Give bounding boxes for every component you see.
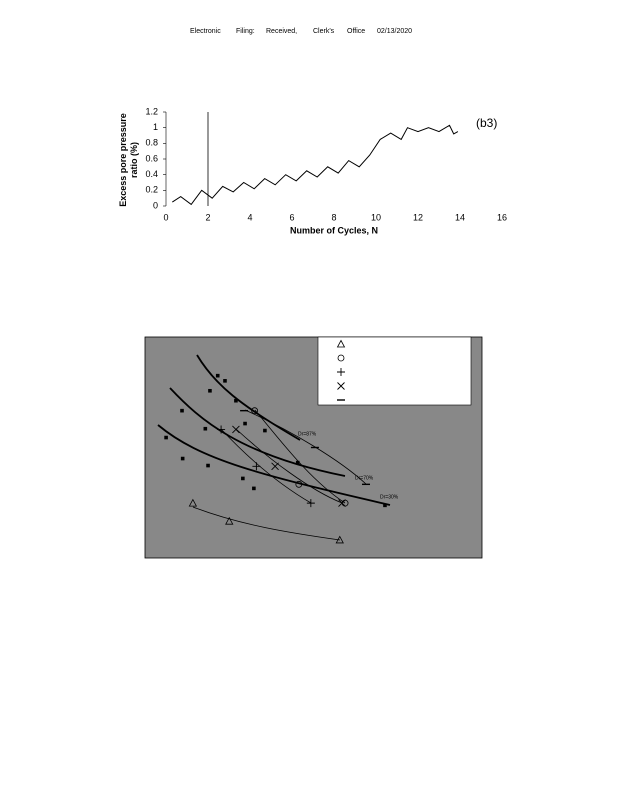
header-word: Clerk's <box>313 28 335 35</box>
curve-label: Dr=87% <box>298 431 317 437</box>
fit-curve <box>235 428 343 504</box>
marker-dot <box>252 486 256 491</box>
curve-label: Dr=30% <box>380 494 399 500</box>
marker-triangle <box>335 535 344 544</box>
x-tick-label: 4 <box>247 212 252 222</box>
marker-cross <box>338 499 346 507</box>
legend-box <box>317 336 472 406</box>
y-axis-label: Excess pore pressureratio (%) <box>118 113 139 207</box>
marker-circle <box>251 407 259 415</box>
header-word: 02/13/2020 <box>377 28 412 35</box>
x-tick-label: 6 <box>289 212 294 222</box>
y-tick-label: 0.4 <box>145 169 158 179</box>
header-word: Received, <box>266 28 297 35</box>
marker-triangle <box>188 498 198 507</box>
marker-cross <box>271 462 279 471</box>
marker-plus <box>337 368 345 376</box>
annotation: (b3) <box>476 116 497 130</box>
marker-plus <box>306 499 315 508</box>
fit-curve <box>196 354 301 441</box>
marker-dot <box>263 428 267 433</box>
marker-dot <box>234 398 238 403</box>
marker-dot <box>295 460 300 465</box>
marker-cross <box>232 425 240 434</box>
header-word: Filing: <box>236 28 255 35</box>
marker-dot <box>383 503 387 508</box>
y-tick-label: 0.6 <box>145 153 158 163</box>
fit-curve <box>169 387 346 477</box>
marker-dot <box>180 408 184 413</box>
marker-circle <box>337 354 345 362</box>
fit-curve <box>220 428 312 504</box>
marker-dot <box>223 379 227 383</box>
y-tick-label: 0.2 <box>145 185 158 195</box>
marker-plus <box>252 462 261 471</box>
marker-dot <box>206 463 210 468</box>
x-tick-label: 2 <box>205 212 210 222</box>
header-word: Electronic <box>190 28 221 35</box>
y-tick-label: 0.8 <box>145 138 158 148</box>
x-tick-label: 8 <box>331 212 336 222</box>
y-tick-label: 1 <box>153 122 158 132</box>
marker-dot <box>180 456 185 461</box>
marker-dot <box>241 476 245 481</box>
marker-dot <box>164 435 168 440</box>
x-tick-label: 14 <box>455 212 465 222</box>
marker-triangle <box>225 516 234 525</box>
x-axis-label: Number of Cycles, N <box>290 225 378 235</box>
header-word: Office <box>347 28 365 35</box>
marker-plus <box>217 425 226 434</box>
y-tick-label: 1.2 <box>145 106 158 116</box>
x-tick-label: 12 <box>413 212 423 222</box>
marker-dot <box>215 373 220 378</box>
fit-curve <box>192 506 341 541</box>
curve-label: Dr=70% <box>355 475 374 481</box>
x-tick-label: 10 <box>371 212 381 222</box>
data-line <box>172 124 459 206</box>
fit-curve <box>254 409 346 504</box>
fit-curve <box>157 424 391 506</box>
fit-curve <box>244 409 367 485</box>
marker-dot <box>243 421 247 426</box>
marker-circle <box>295 480 303 488</box>
y-tick-label: 0 <box>153 200 158 210</box>
marker-cross <box>337 382 345 390</box>
x-tick-label: 16 <box>497 212 507 222</box>
marker-dot <box>208 388 212 393</box>
marker-triangle <box>336 339 346 348</box>
marker-dot <box>203 426 208 431</box>
x-tick-label: 0 <box>163 212 168 222</box>
